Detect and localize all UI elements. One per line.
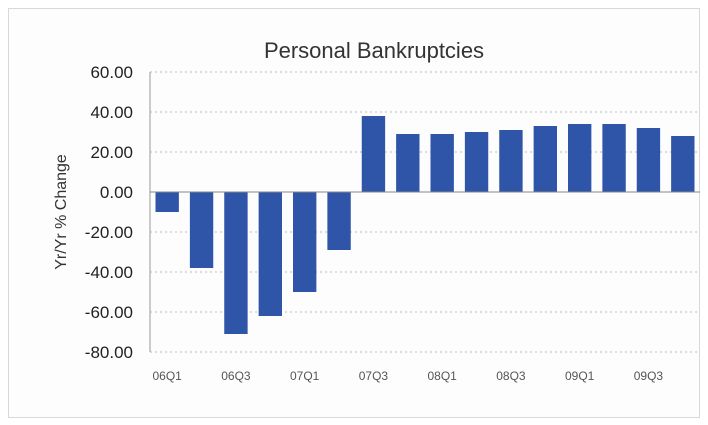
x-tick-label: 07Q3 xyxy=(359,369,389,383)
bar-06Q4 xyxy=(258,192,282,316)
bar-09Q2 xyxy=(602,124,626,192)
bar-07Q1 xyxy=(293,192,317,292)
x-tick-label: 09Q3 xyxy=(634,369,664,383)
y-tick-label: -60.00 xyxy=(85,303,133,322)
bar-06Q2 xyxy=(189,192,214,268)
bars xyxy=(155,116,695,334)
y-tick-label: -20.00 xyxy=(85,223,133,242)
x-tick-label: 09Q1 xyxy=(565,369,595,383)
y-tick-label: 60.00 xyxy=(90,63,133,82)
x-tick-labels: 06Q1 06Q3 07Q1 07Q3 08Q1 08Q3 09Q1 09Q3 xyxy=(153,369,664,383)
x-tick-label: 08Q1 xyxy=(428,369,458,383)
y-tick-labels: 60.00 40.00 20.00 0.00 -20.00 -40.00 -60.00 -80… xyxy=(85,63,133,362)
bar-09Q4 xyxy=(671,136,695,192)
chart-title: Personal Bankruptcies xyxy=(264,38,484,63)
bar-09Q1 xyxy=(568,124,592,192)
x-tick-label: 06Q1 xyxy=(153,369,183,383)
axes xyxy=(149,72,700,352)
bar-06Q3 xyxy=(224,192,248,334)
bar-07Q4 xyxy=(396,134,420,192)
y-axis-label: Yr/Yr % Change xyxy=(53,154,70,270)
bar-08Q4 xyxy=(533,126,557,192)
bar-07Q2 xyxy=(327,192,351,250)
y-tick-label: 0.00 xyxy=(100,183,133,202)
x-tick-label: 06Q3 xyxy=(221,369,251,383)
bar-08Q3 xyxy=(499,130,523,192)
y-tick-label: -80.00 xyxy=(85,343,133,362)
bar-08Q2 xyxy=(464,132,489,192)
bar-07Q3 xyxy=(361,116,386,192)
x-tick-label: 07Q1 xyxy=(290,369,320,383)
y-tick-label: 40.00 xyxy=(90,103,133,122)
y-tick-label: -40.00 xyxy=(85,263,133,282)
chart-frame xyxy=(8,8,700,418)
x-tick-label: 08Q3 xyxy=(496,369,526,383)
bar-09Q3 xyxy=(636,128,661,192)
y-tick-label: 20.00 xyxy=(90,143,133,162)
bar-06Q1 xyxy=(155,192,179,212)
bar-08Q1 xyxy=(430,134,454,192)
